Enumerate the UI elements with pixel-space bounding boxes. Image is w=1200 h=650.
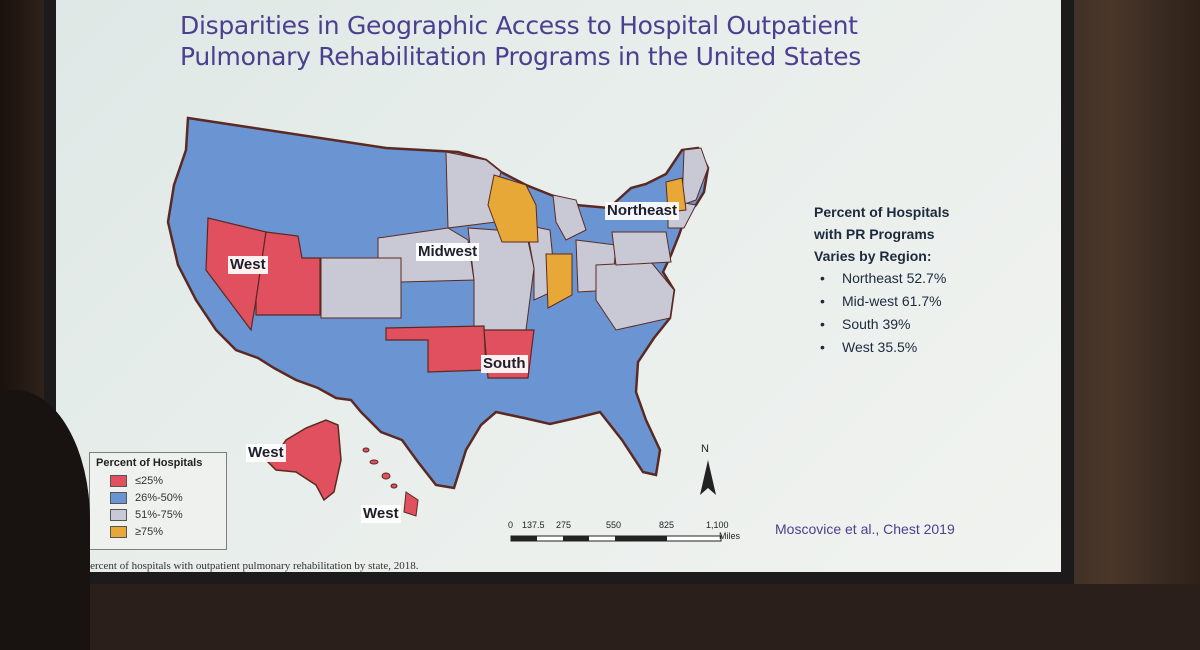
- state-oklahoma: [385, 325, 487, 373]
- scale-tick: 550: [606, 520, 622, 530]
- legend-swatch-mid-high: [110, 508, 127, 521]
- summary-heading-line-3: Varies by Region:: [814, 248, 932, 264]
- north-arrow: [700, 460, 716, 495]
- legend-title: Percent of Hospitals: [96, 457, 203, 469]
- state-colorado-region: [320, 257, 402, 319]
- scale-unit: Miles: [719, 531, 741, 541]
- state-indiana: [545, 253, 573, 309]
- scale-bar: [510, 535, 722, 542]
- summary-item-west: West 35.5%: [814, 336, 1054, 359]
- region-label-midwest: Midwest: [416, 243, 480, 261]
- region-label-west-alaska: West: [246, 444, 286, 462]
- legend-swatch-high: [110, 525, 127, 538]
- hawaii-islands: [362, 447, 419, 517]
- summary-heading-line-2: with PR Programs: [814, 226, 935, 242]
- region-label-west: West: [228, 256, 268, 274]
- map-legend: Percent of Hospitals ≤25% 26%-50% 51%-75…: [89, 452, 227, 550]
- north-label: N: [701, 443, 709, 455]
- figure-caption: Percent of hospitals with outpatient pul…: [84, 560, 419, 572]
- summary-item-northeast: Northeast 52.7%: [814, 267, 1054, 290]
- scale-tick: 137.5: [522, 520, 545, 530]
- room-background-right: [1050, 0, 1200, 584]
- legend-row: 26%-50%: [90, 489, 226, 506]
- us-choropleth-map: [166, 116, 722, 542]
- slide-title: Disparities in Geographic Access to Hosp…: [180, 10, 920, 72]
- legend-swatch-mid-low: [110, 491, 127, 504]
- legend-row: ≥75%: [90, 523, 226, 540]
- legend-label: ≥75%: [135, 525, 164, 538]
- state-wisconsin: [487, 174, 539, 243]
- citation: Moscovice et al., Chest 2019: [775, 521, 955, 537]
- slide-title-line-1: Disparities in Geographic Access to Hosp…: [180, 11, 858, 40]
- state-nevada: [205, 217, 267, 332]
- summary-list: Northeast 52.7% Mid-west 61.7% South 39%…: [814, 267, 1054, 359]
- scale-tick: 825: [659, 520, 675, 530]
- region-label-northeast: Northeast: [605, 202, 680, 220]
- summary-item-south: South 39%: [814, 313, 1054, 336]
- scale-tick: 1,100: [706, 520, 729, 530]
- scale-tick: 0: [508, 520, 514, 530]
- legend-swatch-low: [110, 474, 127, 487]
- state-utah: [255, 231, 321, 316]
- slide-title-line-2: Pulmonary Rehabilitation Programs in the…: [180, 42, 861, 71]
- state-michigan-region: [552, 194, 587, 241]
- legend-row: ≤25%: [90, 472, 226, 489]
- legend-row: 51%-75%: [90, 506, 226, 523]
- state-pennsylvania-region: [611, 231, 672, 266]
- region-label-west-hawaii: West: [361, 505, 401, 523]
- legend-label: ≤25%: [135, 474, 164, 487]
- region-summary: Percent of Hospitals with PR Programs Va…: [814, 201, 1054, 359]
- state-maine-nh-region: [681, 147, 709, 206]
- legend-label: 26%-50%: [135, 491, 183, 504]
- scale-tick: 275: [556, 520, 572, 530]
- legend-label: 51%-75%: [135, 508, 183, 521]
- region-label-south: South: [481, 355, 528, 373]
- summary-item-midwest: Mid-west 61.7%: [814, 290, 1054, 313]
- summary-heading-line-1: Percent of Hospitals: [814, 204, 950, 220]
- presentation-slide: Disparities in Geographic Access to Hosp…: [56, 0, 1061, 572]
